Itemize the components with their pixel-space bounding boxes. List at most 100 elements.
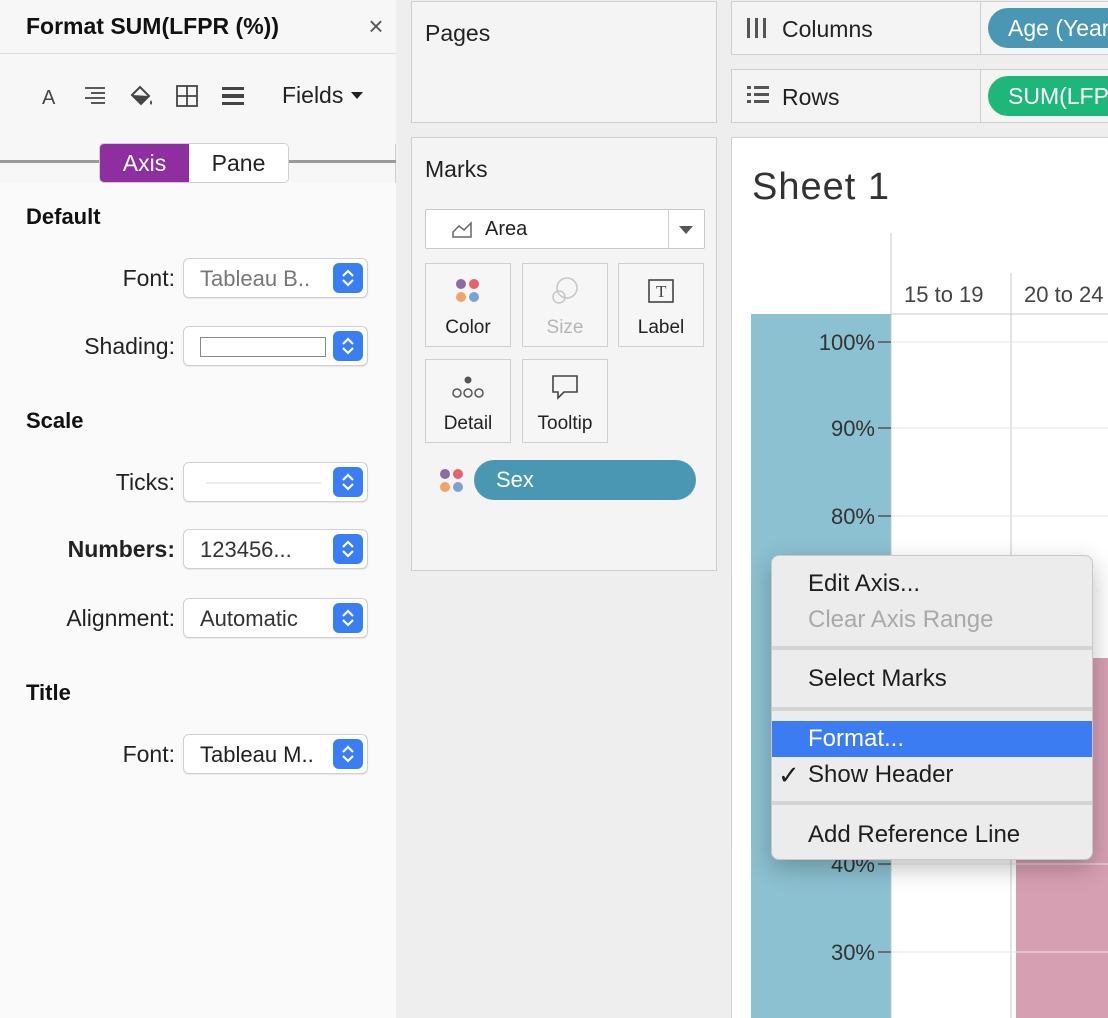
context-menu: Edit Axis... Clear Axis Range Select Mar…: [771, 555, 1093, 860]
menu-separator: [772, 801, 1092, 805]
title-font-label: Font:: [122, 741, 175, 767]
alignment-icon[interactable]: [81, 82, 109, 110]
menu-item-select-marks[interactable]: Select Marks: [808, 665, 947, 692]
menu-separator: [772, 707, 1092, 711]
chevron-down-icon: [679, 226, 693, 234]
svg-text:T: T: [656, 282, 667, 301]
menu-item-show-header[interactable]: ✓ Show Header: [772, 757, 1092, 793]
section-scale-title: Scale: [26, 408, 84, 433]
y-tick-label: 80%: [831, 504, 875, 529]
shading-swatch: [200, 337, 326, 357]
y-tick-label: 90%: [831, 416, 875, 441]
y-tick-label: 100%: [819, 330, 875, 355]
size-icon: [523, 276, 607, 306]
mark-type-divider: [668, 210, 669, 248]
columns-shelf: Columns Age (Year: [731, 1, 1108, 55]
stepper-icon: [333, 534, 363, 564]
detail-button[interactable]: Detail: [425, 359, 511, 443]
format-tabs: Axis Pane: [99, 143, 289, 183]
stepper-icon: [333, 263, 363, 293]
rows-shelf: Rows SUM(LFP: [731, 69, 1108, 123]
columns-icon: [746, 16, 768, 45]
tooltip-icon: [523, 372, 607, 402]
format-title: Format SUM(LFPR (%)): [26, 13, 279, 39]
format-body: Default Font: Tableau B.. Shading: Scale…: [0, 183, 396, 1018]
menu-item-format[interactable]: Format...: [772, 721, 1092, 757]
alignment-select[interactable]: Automatic: [183, 598, 368, 638]
shelf-divider: [980, 2, 981, 54]
shelf-divider: [980, 70, 981, 122]
section-default-title: Default: [26, 204, 101, 229]
default-font-value: Tableau B..: [200, 266, 311, 291]
shading-icon[interactable]: [127, 82, 155, 110]
tooltip-button[interactable]: Tooltip: [522, 359, 608, 443]
menu-item-edit-axis[interactable]: Edit Axis...: [808, 570, 921, 597]
alignment-label: Alignment:: [66, 605, 175, 631]
color-button[interactable]: Color: [425, 263, 511, 347]
label-label: Label: [637, 317, 685, 338]
pages-title: Pages: [425, 20, 491, 46]
mark-type-label: Area: [485, 218, 528, 240]
label-button[interactable]: T Label: [618, 263, 704, 347]
marks-card: Marks Area Color Size T Label Detail: [411, 137, 717, 571]
size-label: Size: [546, 317, 584, 338]
stepper-icon: [333, 739, 363, 769]
tab-axis[interactable]: Axis: [100, 144, 190, 182]
menu-item-clear-axis-range: Clear Axis Range: [808, 606, 994, 633]
size-button: Size: [522, 263, 608, 347]
borders-icon[interactable]: [173, 82, 201, 110]
label-icon: T: [619, 276, 703, 306]
ticks-select[interactable]: [183, 462, 368, 502]
color-label: Color: [445, 317, 491, 338]
detail-label: Detail: [443, 413, 493, 434]
numbers-select[interactable]: 123456...: [183, 529, 368, 569]
color-icon: [439, 468, 465, 494]
stepper-icon: [333, 331, 363, 361]
close-button[interactable]: ×: [368, 11, 384, 41]
lines-icon[interactable]: [219, 82, 247, 110]
columns-label: Columns: [782, 16, 873, 42]
section-title-title: Title: [26, 680, 71, 705]
checkmark-icon: ✓: [778, 760, 800, 790]
rows-pill[interactable]: SUM(LFP: [988, 76, 1108, 116]
title-font-select[interactable]: Tableau M..: [183, 734, 368, 774]
rows-icon: [746, 84, 770, 111]
sheet-title: Sheet 1: [752, 166, 890, 208]
pages-card[interactable]: Pages: [411, 1, 717, 123]
columns-pill[interactable]: Age (Year: [988, 8, 1108, 48]
mark-type-dropdown[interactable]: Area: [425, 209, 705, 249]
menu-separator: [772, 646, 1092, 650]
default-font-select[interactable]: Tableau B..: [183, 258, 368, 298]
column-header-label: 20 to 24: [1024, 282, 1104, 307]
show-header-label: Show Header: [808, 761, 954, 788]
alignment-value: Automatic: [200, 606, 298, 631]
menu-item-add-reference-line[interactable]: Add Reference Line: [808, 821, 1021, 848]
format-panel: Format SUM(LFPR (%)) × A Fields Axis Pan…: [0, 0, 396, 1018]
rows-label: Rows: [782, 84, 840, 110]
y-tick-label: 30%: [831, 940, 875, 965]
fields-label: Fields: [282, 82, 344, 108]
marks-title: Marks: [425, 156, 488, 182]
title-font-value: Tableau M..: [200, 742, 314, 767]
stepper-icon: [333, 467, 363, 497]
numbers-label: Numbers:: [67, 536, 175, 562]
column-header-label: 15 to 19: [904, 282, 984, 307]
ticks-line-preview: [206, 482, 321, 484]
stepper-icon: [333, 603, 363, 633]
tooltip-label: Tooltip: [537, 413, 593, 434]
format-header: Format SUM(LFPR (%)) ×: [0, 0, 396, 54]
area-chart-icon: [451, 220, 473, 245]
svg-text:A: A: [42, 87, 56, 107]
font-icon[interactable]: A: [35, 82, 63, 110]
default-font-label: Font:: [122, 265, 175, 291]
fields-dropdown[interactable]: Fields: [282, 82, 364, 109]
tab-pane[interactable]: Pane: [189, 144, 288, 182]
shading-select[interactable]: [183, 326, 368, 366]
ticks-label: Ticks:: [115, 469, 175, 495]
format-toolbar: A Fields: [0, 54, 396, 144]
detail-icon: [426, 372, 510, 402]
shading-label: Shading:: [84, 333, 175, 359]
sex-field-pill[interactable]: Sex: [474, 460, 696, 500]
color-icon: [426, 276, 510, 306]
chevron-down-icon: [351, 92, 364, 99]
